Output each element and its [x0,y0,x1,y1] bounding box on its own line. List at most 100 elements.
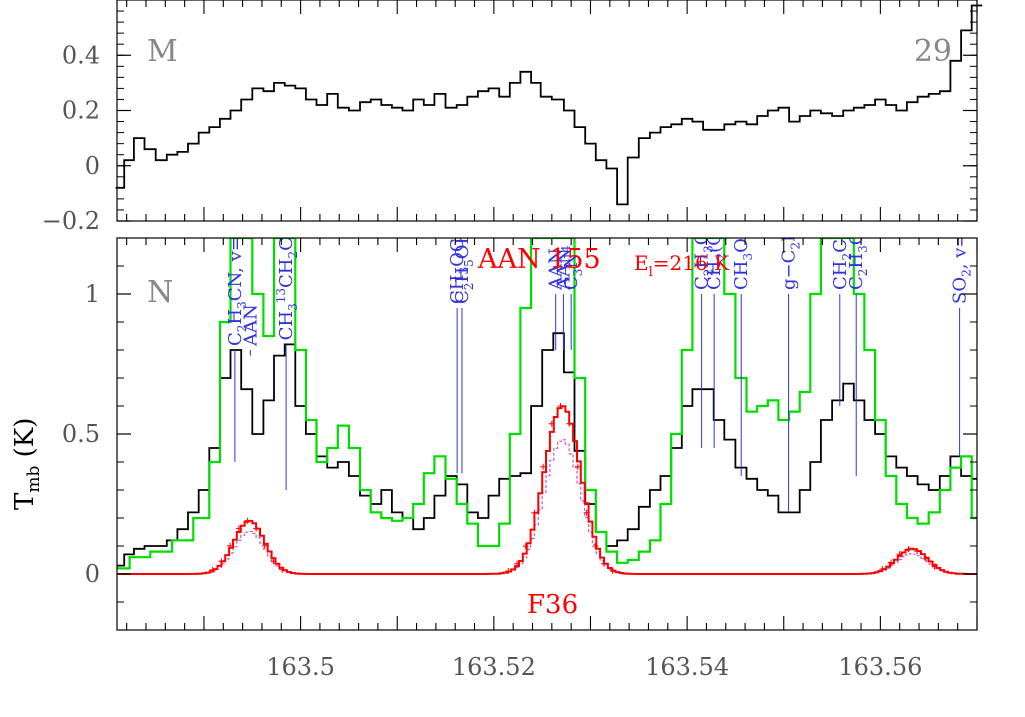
m-ytick-label: 0.2 [62,97,100,125]
line-label-part: H [452,267,473,283]
model-marker [235,525,242,532]
line-label-part: CN [830,179,851,209]
line-label-part: 3 [741,253,755,261]
model-marker [879,566,886,573]
line-label-part: 3 [702,245,716,253]
line-label: CH2CH13CN [828,179,854,290]
line-label: CH2(OH)CHO [704,164,728,290]
n-ytick-label: 0 [85,560,100,588]
model-marker [583,509,590,516]
n-ytick-label: 1 [85,280,100,308]
model-marker [557,403,564,409]
n-series-1 [117,238,977,570]
model-marker [531,509,538,516]
line-label-part: =1 [731,142,752,169]
line-label-part: 5 [462,259,476,267]
line-label-part: 2 [235,325,249,333]
line-label-part: 4 [559,245,573,253]
line-label: C2H3CN, v11=1 [692,153,716,290]
line-label-part: C [846,276,867,290]
y-axis-label-rest: (K) [10,418,40,466]
y-axis-label-sub: mb [24,466,44,493]
model-marker [574,463,581,470]
line-label-part: H [846,253,867,269]
m-series-0 [115,4,983,206]
line-label-part: CH [830,223,851,252]
line-label-part: g−C [779,250,800,290]
line-label-part: 13 [274,288,288,303]
panel-n-label: N [147,275,173,310]
y-axis-label: Tmb (K) [10,418,44,510]
model-marker [922,555,929,562]
line-label-part: 5 [789,219,803,227]
line-label-part: 3 [856,245,870,253]
line-label-part: OH [452,229,473,259]
line-label-part: AAN [553,248,574,291]
model-marker [888,559,894,566]
line-label-part: CH [276,311,297,340]
bottom-annotation: F36 [527,590,578,620]
model-marker [209,566,216,573]
line-label-part: AAN [240,304,261,347]
line-label-part: 3 [286,303,300,311]
energy-label-sub: l [649,265,653,280]
xtick-label: 163.52 [452,653,536,681]
line-label: AAN [553,248,574,291]
line-label-part: H [779,226,800,242]
line-label-part: H [692,253,713,269]
line-label-part: 3 [235,301,249,309]
model-marker [592,543,599,550]
line-label-part: 15 [856,180,870,195]
model-marker [227,542,234,549]
line-label: CH3OCHO [447,208,471,304]
panel-n-frame [116,237,978,631]
model-marker [548,420,555,427]
model-marker [253,525,260,532]
line-label-part: CH [704,261,725,290]
line-label-part: =2 [846,153,867,180]
line-label-part: C [452,290,473,304]
model-marker [540,463,547,470]
model-marker [914,548,921,555]
model-marker [261,542,268,549]
line-label-part: 3 [457,267,471,275]
line-label-part: AAN [546,248,567,291]
line-label-part: CN, v [846,194,867,245]
chart-title: AAN 155 [477,244,601,275]
xtick-label: 163.56 [838,653,922,681]
xtick-label: 163.5 [266,653,335,681]
m-ytick-label: 0.4 [62,41,100,69]
line-label-part: CN, v=0 [225,225,246,302]
energy-label-main: E [634,251,649,275]
line-label: CH313CH2CN, v=0 [274,174,300,340]
line-label: C3N4 [559,245,585,290]
line-label-part: 2 [462,283,476,291]
model-marker [270,558,277,565]
model-marker [505,568,512,574]
line-label-part: 2 [856,269,870,277]
line-label-part: 3 [571,269,585,277]
line-label-part: 2 [286,251,300,259]
line-label-part: CH [276,259,297,288]
model-curve [117,405,977,575]
line-label-part: CH [731,261,752,290]
panel-m-label: M [147,34,178,69]
model-marker [514,560,520,567]
model-marker [244,517,251,524]
line-label-part: C [561,276,582,290]
line-label-part: =1 [692,153,713,180]
energy-label: El=216 K [634,251,730,280]
line-label: C2H3CN, v=0 [225,225,249,346]
model-markers [209,403,938,574]
model-marker [931,563,938,570]
line-label-part: 2 [789,242,803,250]
panel-m-number: 29 [914,34,952,69]
y-axis-label-main: T [10,492,40,510]
line-label-part: C [692,276,713,290]
line-label: CH3OCHO, vt=1 [731,142,755,290]
line-label: SO2, v=0 [950,221,974,304]
line-label-part: 2 [960,269,974,277]
line-label-part: (OH)CHO [704,164,725,253]
